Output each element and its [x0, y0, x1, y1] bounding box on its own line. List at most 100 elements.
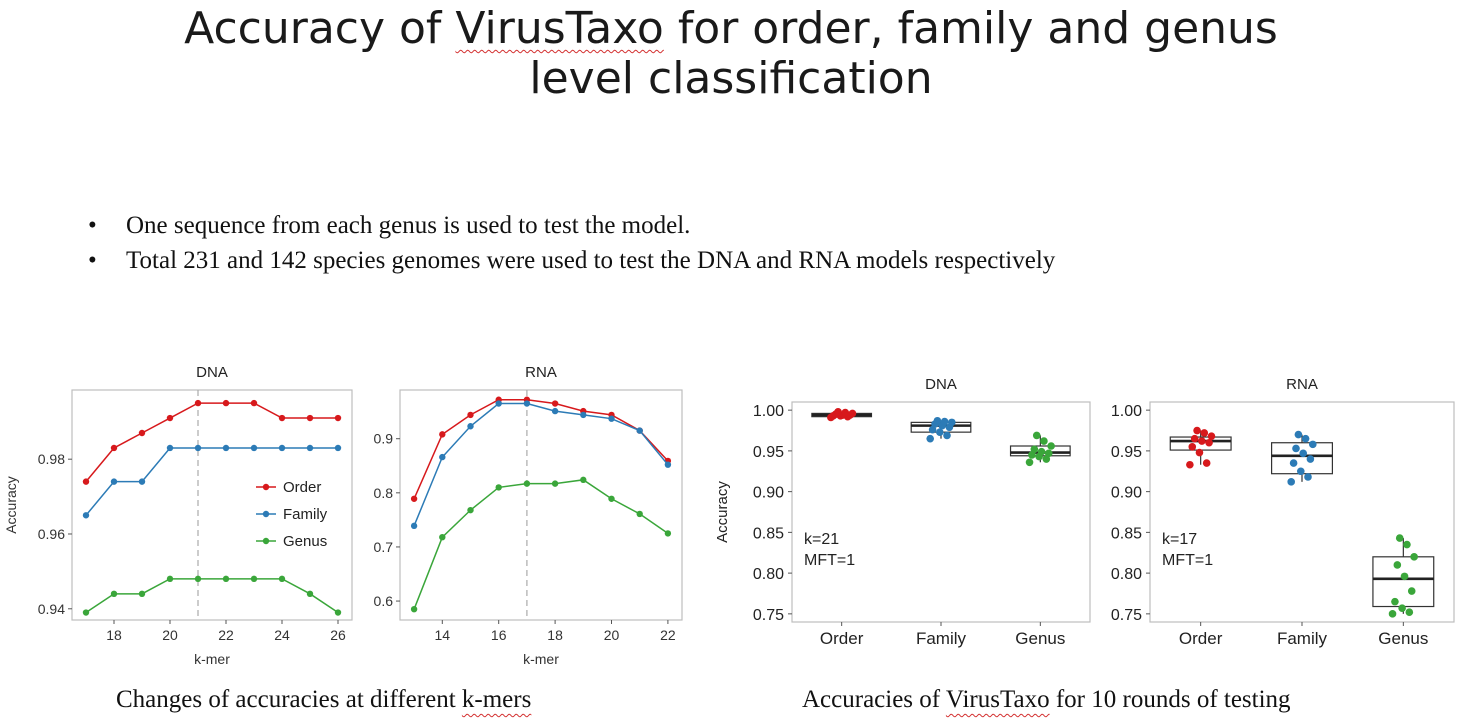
series-line-order [413, 398, 669, 500]
y-tick-label: 1.00 [753, 403, 784, 420]
data-point-genus [608, 495, 615, 502]
jitter-point-family [1292, 444, 1300, 453]
data-point-genus [250, 575, 258, 583]
data-point-family [138, 478, 146, 485]
data-point-family [608, 415, 615, 422]
jitter-point-family [1306, 455, 1315, 463]
data-point-family [439, 453, 446, 461]
legend-label: Order [283, 479, 321, 496]
jitter-point-genus [1393, 561, 1402, 569]
data-point-family [551, 407, 559, 415]
y-tick-label: 0.9 [374, 431, 394, 447]
legend: Order Family Genus [256, 479, 328, 550]
data-point-order [334, 414, 342, 422]
y-tick-label: 0.80 [753, 566, 784, 583]
data-point-family [222, 444, 230, 452]
jitter-point-family [1304, 473, 1312, 481]
jitter-point-order [834, 407, 842, 416]
jitter-point-genus [1042, 455, 1051, 463]
x-tick-label: Family [916, 629, 967, 648]
jitter-point-genus [1410, 553, 1418, 561]
data-point-genus [278, 575, 286, 583]
x-axis-label: k-mer [523, 651, 559, 667]
jitter-point-genus [1030, 445, 1039, 454]
data-point-genus [194, 575, 202, 583]
plot-frame [399, 389, 683, 621]
data-point-family [306, 444, 314, 452]
box-genus [1372, 556, 1435, 608]
jitter-point-genus [1388, 610, 1397, 618]
jitter-point-family [1294, 430, 1303, 439]
title-line-1: Accuracy of VirusTaxo for order, family … [0, 4, 1462, 54]
y-tick-label: 0.95 [753, 444, 784, 461]
data-point-family [664, 461, 672, 468]
jitter-point-order [1195, 448, 1204, 457]
data-point-family [636, 427, 643, 434]
x-tick-label: Genus [1015, 629, 1065, 648]
jitter-point-family [926, 434, 934, 443]
caption-right: Accuracies of VirusTaxo for 10 rounds of… [802, 686, 1291, 714]
jitter-point-order [1202, 459, 1211, 467]
annotation-text: MFT=1 [1162, 552, 1213, 569]
series-line-family [413, 402, 669, 527]
y-tick-label: 0.95 [1111, 444, 1142, 461]
data-point-genus [467, 506, 474, 514]
y-axis-label: Accuracy [714, 481, 731, 543]
jitter-point-order [1205, 438, 1213, 447]
y-tick-label: 0.96 [38, 526, 65, 542]
legend-key-dot [262, 483, 270, 491]
data-point-family [523, 400, 531, 407]
jitter-point-genus [1400, 572, 1409, 581]
jitter-point-order [1200, 429, 1209, 437]
data-point-genus [580, 476, 587, 484]
data-point-genus [495, 484, 502, 491]
data-point-family [334, 444, 342, 452]
data-point-family [250, 444, 258, 452]
caption-left: Changes of accuracies at different k-mer… [116, 686, 531, 714]
data-point-family [495, 400, 502, 407]
title-text: Accuracy of [184, 3, 456, 54]
data-point-order [166, 414, 174, 422]
jitter-point-genus [1028, 451, 1036, 459]
jitter-point-family [936, 428, 944, 436]
jitter-point-genus [1403, 540, 1411, 549]
data-point-genus [439, 534, 446, 541]
plot-frame [71, 389, 353, 621]
caption-left-text: Changes of accuracies at different [116, 686, 462, 713]
jitter-point-family [1289, 459, 1298, 467]
chart-box-rna: RNA 1.00 0.95 0.90 0.85 0.80 0.75 Order Family Ge… [1111, 376, 1455, 648]
chart-box-dna: DNA 1.00 0.95 0.90 0.85 0.80 0.75 Order Family Ge… [714, 376, 1091, 648]
data-point-order [410, 495, 418, 502]
y-tick-label: 0.80 [1111, 566, 1142, 583]
jitter-point-genus [1032, 431, 1041, 440]
data-point-order [82, 478, 90, 485]
jitter-point-genus [1047, 442, 1055, 450]
jitter-point-order [1190, 434, 1199, 443]
data-point-genus [166, 575, 174, 583]
data-point-family [580, 411, 587, 419]
annotation-text: MFT=1 [804, 552, 855, 569]
bullet-list: One sequence from each genus is used to … [88, 208, 1055, 278]
x-tick-label: 22 [660, 627, 676, 643]
title-text-rest: for order, family and genus [663, 3, 1278, 54]
jitter-point-genus [1040, 437, 1048, 445]
x-tick-label: Genus [1378, 629, 1428, 648]
annotation-text: k=17 [1162, 531, 1197, 548]
data-point-order [439, 431, 446, 438]
x-tick-label: 26 [330, 627, 346, 643]
jitter-point-genus [1025, 458, 1034, 467]
jitter-point-family [933, 416, 942, 425]
data-point-order [306, 414, 314, 422]
data-point-family [194, 444, 202, 452]
jitter-point-order [1198, 437, 1206, 445]
jitter-point-order [848, 409, 857, 418]
data-point-family [467, 423, 474, 430]
x-tick-label: 20 [162, 627, 178, 643]
y-tick-label: 0.7 [374, 539, 394, 555]
jitter-point-genus [1407, 587, 1416, 595]
jitter-point-genus [1037, 447, 1046, 456]
y-axis-label: Accuracy [3, 476, 19, 534]
series-line-genus [413, 479, 669, 610]
legend-label: Family [283, 506, 328, 523]
